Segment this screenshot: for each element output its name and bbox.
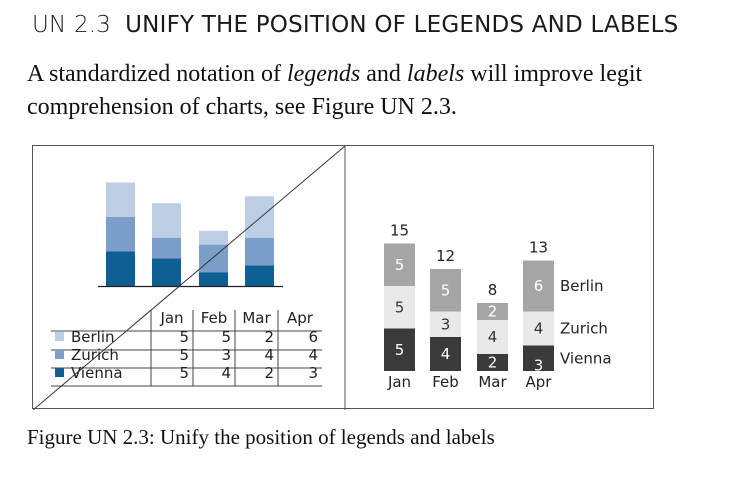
- table-cell: 5: [221, 328, 231, 346]
- table-cell: 4: [221, 364, 231, 382]
- series-label-zurich: Zurich: [560, 320, 608, 338]
- bar-zurich-jan: [106, 217, 135, 252]
- bar-vienna-mar: [199, 272, 228, 286]
- paragraph-line-2: comprehension of charts, see Figure UN 2…: [27, 94, 457, 120]
- bar-zurich-mar: [477, 320, 508, 354]
- legend-label-zurich: Zurich: [71, 346, 119, 364]
- x-tick-label-apr: Apr: [526, 373, 553, 391]
- table-cell: 4: [264, 346, 274, 364]
- table-cell: 2: [264, 364, 274, 382]
- table-cell: 4: [308, 346, 318, 364]
- table-cell: 3: [308, 364, 318, 382]
- table-cell: 6: [308, 328, 318, 346]
- section-heading: UN 2.3 UNIFY THE POSITION OF LEGENDS AND …: [32, 12, 678, 38]
- bar-berlin-apr: [523, 260, 554, 312]
- bar-berlin-apr: [245, 196, 274, 238]
- bar-berlin-jan: [384, 243, 415, 286]
- data-label-berlin-mar: 2: [488, 303, 498, 321]
- bar-zurich-feb: [152, 237, 181, 259]
- total-label-mar: 8: [488, 281, 498, 299]
- table-header-jan: Jan: [159, 309, 183, 327]
- paragraph-line-1: A standardized notation of legends and l…: [27, 58, 732, 91]
- x-tick-label-mar: Mar: [478, 373, 507, 391]
- data-label-vienna-apr: 3: [534, 357, 544, 375]
- total-label-jan: 15: [390, 222, 409, 240]
- bar-vienna-feb: [152, 258, 181, 286]
- x-tick-label-jan: Jan: [387, 373, 411, 391]
- bar-berlin-feb: [430, 269, 461, 312]
- figure-frame: Jan Feb Mar Apr Berlin 5 5 2 6 Zurich 5 3 4 4 Vienna 5 4…: [32, 145, 654, 410]
- table-header-apr: Apr: [287, 309, 314, 327]
- bar-vienna-apr: [245, 265, 274, 286]
- table-cell: 5: [179, 364, 189, 382]
- bar-vienna-jan: [106, 251, 135, 286]
- paragraph-text: A standardized notation of: [27, 61, 287, 87]
- data-label-zurich-apr: 4: [534, 320, 544, 338]
- x-tick-label-feb: Feb: [432, 373, 459, 391]
- legend-swatch-berlin: [55, 332, 64, 341]
- bar-vienna-feb: [430, 337, 461, 371]
- legends-term: legends: [286, 61, 361, 87]
- data-label-zurich-mar: 4: [488, 328, 498, 346]
- bar-berlin-feb: [152, 203, 181, 238]
- labels-term: labels: [406, 61, 465, 87]
- figure-caption: Figure UN 2.3: Unify the position of leg…: [27, 425, 495, 449]
- bar-berlin-jan: [106, 182, 135, 217]
- bar-vienna-mar: [477, 354, 508, 371]
- bar-vienna-jan: [384, 328, 415, 371]
- table-cell: 5: [179, 346, 189, 364]
- table-cell: 5: [179, 328, 189, 346]
- paragraph-text: will improve legit: [464, 61, 643, 87]
- bar-zurich-feb: [430, 311, 461, 337]
- paragraph-text: and: [360, 61, 407, 87]
- section-number: UN 2.3: [32, 12, 112, 38]
- bar-vienna-apr: [523, 345, 554, 371]
- section-title: UNIFY THE POSITION OF LEGENDS AND LABELS: [125, 12, 679, 38]
- cross-out-line: [33, 146, 346, 410]
- data-label-vienna-mar: 2: [488, 354, 498, 372]
- table-header-feb: Feb: [201, 309, 228, 327]
- data-label-berlin-apr: 6: [534, 277, 544, 295]
- bar-zurich-apr: [245, 237, 274, 266]
- right-panel-correct: 5 5 5 15 Jan 4 3 5 12 Feb 2 4 2 8 Mar 3 4 6 13 Apr Vienna Zur…: [384, 222, 612, 391]
- total-label-feb: 12: [436, 247, 455, 265]
- bar-berlin-mar: [199, 230, 228, 245]
- body-paragraph: A standardized notation of legends and l…: [27, 58, 732, 124]
- table-cell: 2: [264, 328, 274, 346]
- bar-zurich-jan: [384, 286, 415, 329]
- table-cell: 3: [221, 346, 231, 364]
- total-label-apr: 13: [529, 239, 548, 257]
- table-header-mar: Mar: [242, 309, 271, 327]
- data-label-berlin-feb: 5: [441, 281, 451, 299]
- data-label-berlin-jan: 5: [395, 256, 405, 274]
- bar-berlin-mar: [477, 303, 508, 320]
- data-label-vienna-feb: 4: [441, 345, 451, 363]
- series-label-vienna: Vienna: [560, 349, 612, 367]
- data-label-zurich-jan: 5: [395, 298, 405, 316]
- legend-swatch-vienna: [55, 368, 64, 377]
- legend-label-berlin: Berlin: [71, 328, 115, 346]
- series-label-berlin: Berlin: [560, 277, 604, 295]
- data-label-vienna-jan: 5: [395, 341, 405, 359]
- data-label-zurich-feb: 3: [441, 315, 451, 333]
- bar-zurich-apr: [523, 311, 554, 346]
- legend-label-vienna: Vienna: [71, 364, 123, 382]
- legend-swatch-zurich: [55, 350, 64, 359]
